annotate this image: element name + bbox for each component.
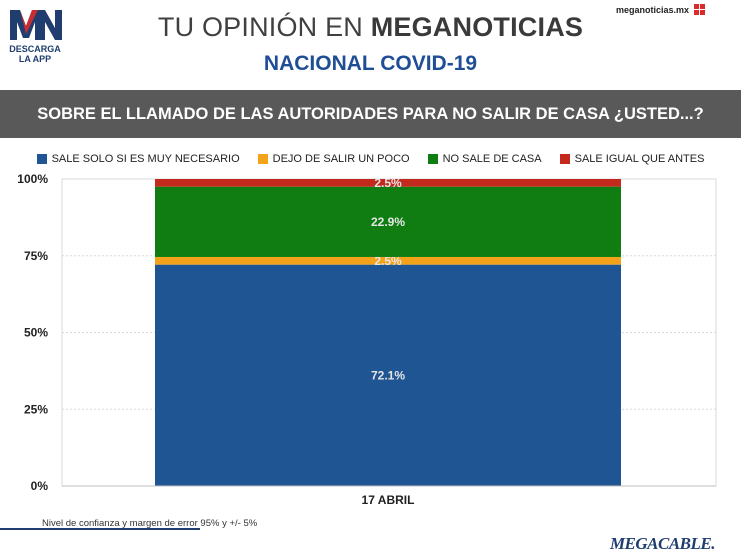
stacked-bar-chart: 0% 25% 50% 75% 100% 72.1% 2.5% 22.9% 2.5% 17 ABRI…: [17, 172, 717, 507]
bar-segment-3: [155, 179, 621, 187]
logo-caption-line2: LA APP: [18, 54, 52, 64]
x-tick-label: 17 ABRIL: [362, 493, 415, 507]
page-subtitle: NACIONAL COVID-19: [263, 52, 478, 75]
legend-label: DEJO DE SALIR UN POCO: [272, 153, 410, 165]
legend-item-1: DEJO DE SALIR UN POCO: [257, 150, 410, 168]
y-tick-label: 100%: [17, 172, 48, 186]
site-url-link[interactable]: meganoticias.mx: [615, 5, 689, 15]
footnote: Nivel de confianza y margen de error 95%…: [42, 518, 258, 529]
legend-label: NO SALE DE CASA: [442, 153, 542, 165]
logo-caption-line1: DESCARGA: [9, 44, 61, 54]
flag-icon: [694, 4, 705, 15]
legend-swatch: [559, 154, 570, 164]
y-tick-label: 0%: [31, 479, 49, 493]
data-label-3: 2.5%: [374, 176, 402, 190]
legend-swatch: [36, 154, 47, 164]
legend-item-3: SALE IGUAL QUE ANTES: [559, 150, 705, 168]
bar-segment-0: [155, 264, 621, 486]
footer-rule: [0, 528, 200, 530]
legend-label: SALE SOLO SI ES MUY NECESARIO: [51, 153, 240, 165]
legend-item-2: NO SALE DE CASA: [427, 150, 542, 168]
legend-swatch: [257, 154, 268, 164]
y-tick-label: 75%: [24, 249, 48, 263]
y-tick-label: 50%: [24, 326, 48, 340]
question-banner: SOBRE EL LLAMADO DE LAS AUTORIDADES PARA…: [0, 90, 741, 138]
chart-legend: SALE SOLO SI ES MUY NECESARIO DEJO DE SAL…: [0, 150, 741, 168]
data-label-0: 72.1%: [371, 368, 405, 382]
title-light: TU OPINIÓN EN: [157, 12, 371, 42]
y-tick-label: 25%: [24, 402, 48, 416]
logo-caption: DESCARGA LA APP: [6, 44, 64, 64]
megacable-brand: MEGACABLE.: [609, 534, 716, 553]
legend-swatch: [427, 154, 438, 164]
legend-item-0: SALE SOLO SI ES MUY NECESARIO: [36, 150, 240, 168]
page-title: TU OPINIÓN EN MEGANOTICIAS: [0, 12, 741, 43]
bar-segment-2: [155, 186, 621, 257]
data-label-1: 2.5%: [374, 254, 402, 268]
data-label-2: 22.9%: [371, 215, 405, 229]
legend-label: SALE IGUAL QUE ANTES: [574, 153, 705, 165]
title-bold: MEGANOTICIAS: [370, 12, 584, 42]
mn-logo-icon: [10, 10, 62, 40]
bar-segment-1: [155, 256, 621, 265]
